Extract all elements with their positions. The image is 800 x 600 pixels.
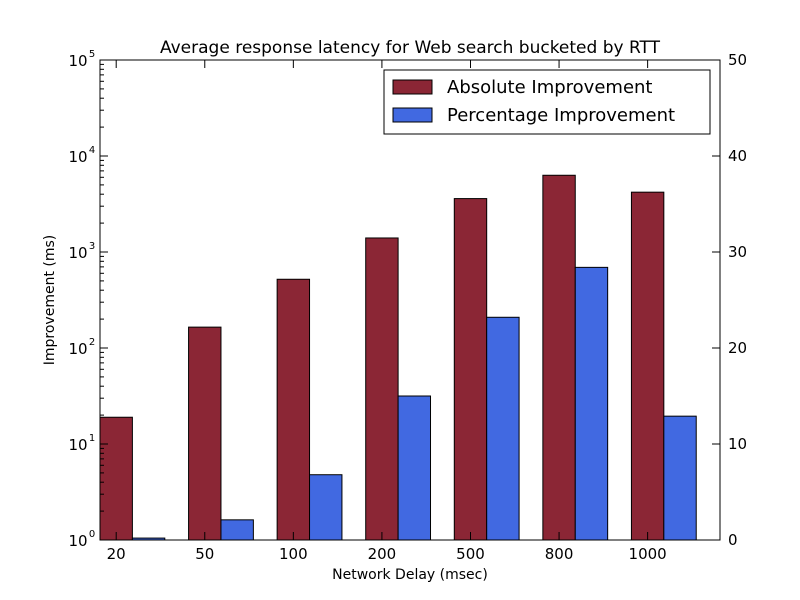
right-tick-label: 40 <box>728 147 747 165</box>
left-tick-label: 10 <box>68 52 87 70</box>
legend-label: Absolute Improvement <box>447 77 652 98</box>
absolute-bar-500 <box>453 198 488 541</box>
plot-frame <box>99 59 721 541</box>
percentage-bar-1000 <box>663 415 697 541</box>
left-tick-exponent: 5 <box>89 49 95 60</box>
chart-title: Average response latency for Web search … <box>160 38 661 58</box>
percentage-bar-200 <box>397 395 432 541</box>
right-tick-label: 30 <box>728 243 747 261</box>
percentage-bar-50 <box>220 519 254 541</box>
left-tick-exponent: 4 <box>89 145 95 156</box>
legend-box <box>383 69 711 135</box>
absolute-bar-800 <box>542 174 576 541</box>
x-tick-label: 1000 <box>629 545 667 563</box>
legend-swatch <box>392 107 433 123</box>
right-tick-label: 20 <box>728 339 747 357</box>
right-tick-label: 10 <box>728 435 747 453</box>
x-tick-label: 800 <box>545 545 574 563</box>
percentage-bar-800 <box>574 266 609 541</box>
left-tick-label: 10 <box>68 436 87 454</box>
left-tick-label: 10 <box>68 148 87 166</box>
x-tick-label: 20 <box>107 545 126 563</box>
right-tick-label: 0 <box>728 531 738 549</box>
left-tick-exponent: 0 <box>89 529 95 540</box>
x-axis: 20 50 100 200 500 800 1000 <box>107 60 667 563</box>
absolute-bar-20 <box>99 416 133 541</box>
absolute-bar-50 <box>188 326 222 541</box>
left-tick-label: 10 <box>68 532 87 550</box>
left-tick-exponent: 1 <box>89 433 95 444</box>
x-axis-label: Network Delay (msec) <box>332 567 488 583</box>
absolute-bar-1000 <box>630 191 665 541</box>
absolute-bar-200 <box>365 237 399 541</box>
left-tick-label: 10 <box>68 244 87 262</box>
left-tick-exponent: 2 <box>89 337 95 348</box>
left-tick-exponent: 3 <box>89 241 95 252</box>
x-tick-label: 200 <box>368 545 397 563</box>
percentage-bar-100 <box>309 474 343 541</box>
legend-swatch <box>392 79 433 95</box>
legend: Absolute Improvement Percentage Improveme… <box>383 69 711 135</box>
percentage-bar-500 <box>486 316 520 541</box>
bars-layer <box>99 174 697 541</box>
x-tick-label: 500 <box>456 545 485 563</box>
right-axis: 0 10 20 30 40 50 <box>712 51 747 549</box>
x-tick-label: 50 <box>195 545 214 563</box>
right-tick-label: 50 <box>728 51 747 69</box>
y-axis-label: Improvement (ms) <box>42 235 58 365</box>
legend-label: Percentage Improvement <box>447 105 675 126</box>
absolute-bar-100 <box>276 278 311 541</box>
left-tick-label: 10 <box>68 340 87 358</box>
x-tick-label: 100 <box>279 545 308 563</box>
